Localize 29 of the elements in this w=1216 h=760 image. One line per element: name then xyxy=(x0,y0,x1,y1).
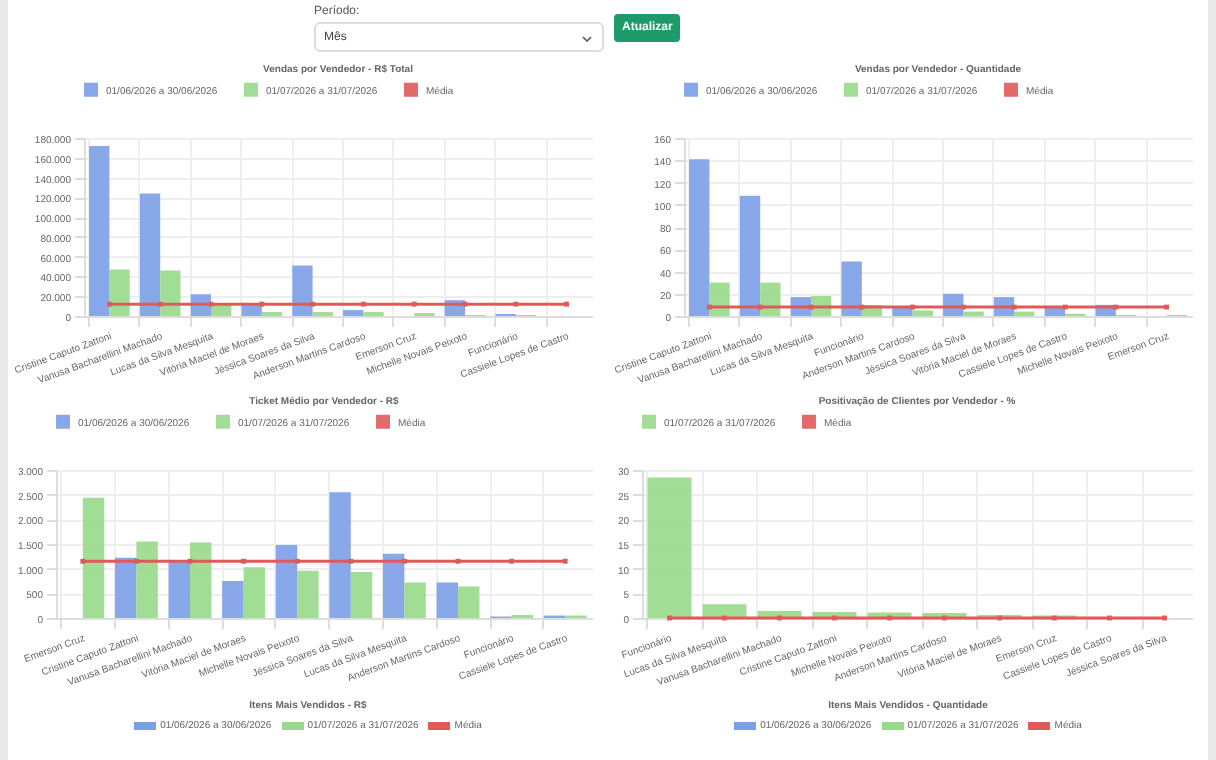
bar xyxy=(89,145,110,316)
bar xyxy=(912,310,933,316)
bar xyxy=(109,269,130,316)
bar xyxy=(222,581,244,618)
bar xyxy=(404,582,426,618)
bar xyxy=(760,282,781,316)
bar xyxy=(436,582,458,618)
bar xyxy=(168,561,190,618)
bar xyxy=(292,265,313,316)
bar xyxy=(382,553,405,618)
bar xyxy=(343,310,364,316)
bar xyxy=(160,270,181,316)
bar xyxy=(243,567,266,618)
bar xyxy=(702,604,747,618)
bar xyxy=(709,282,730,316)
bar xyxy=(350,572,373,618)
bar xyxy=(275,544,298,618)
bar xyxy=(689,159,710,316)
bar xyxy=(329,492,351,618)
bar xyxy=(136,541,158,618)
bar xyxy=(841,261,862,316)
bar xyxy=(458,586,480,618)
bar xyxy=(139,193,161,316)
bar xyxy=(647,477,692,618)
bar xyxy=(190,542,212,618)
bar xyxy=(82,497,105,618)
bar xyxy=(739,195,761,316)
bar xyxy=(114,557,137,618)
bar xyxy=(297,570,319,618)
